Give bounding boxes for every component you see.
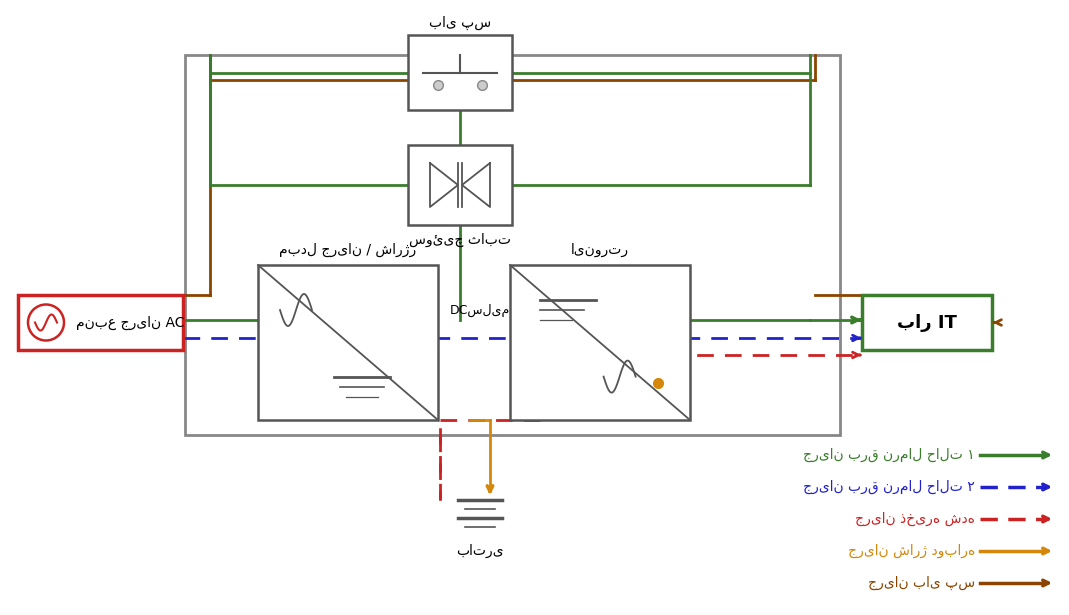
Text: جریان برق نرمال حالت ۱: جریان برق نرمال حالت ۱	[803, 448, 975, 462]
Bar	[258, 265, 438, 420]
Text: جریان ذخیره شده: جریان ذخیره شده	[855, 512, 975, 526]
Bar	[408, 35, 512, 110]
Text: جریان برق نرمال حالت ۲: جریان برق نرمال حالت ۲	[803, 480, 975, 494]
Text: مبدل جریان / شارژر: مبدل جریان / شارژر	[279, 243, 417, 257]
Text: بار IT: بار IT	[897, 314, 957, 331]
Text: باتری: باتری	[456, 544, 503, 558]
Text: سوئیچ ثابت: سوئیچ ثابت	[409, 233, 511, 247]
Bar	[18, 295, 183, 350]
Text: منبع جریان AC: منبع جریان AC	[76, 315, 185, 330]
Bar	[862, 295, 992, 350]
Text: DCسلیم: DCسلیم	[450, 303, 510, 317]
Bar	[185, 55, 840, 435]
Polygon shape	[430, 163, 458, 207]
Text: جریان شارژ دوباره: جریان شارژ دوباره	[848, 544, 975, 558]
Bar	[408, 145, 512, 225]
Text: جریان بای پس: جریان بای پس	[868, 576, 975, 590]
Bar	[510, 265, 690, 420]
Text: بای پس: بای پس	[429, 16, 491, 30]
Polygon shape	[462, 163, 490, 207]
Text: اینورتر: اینورتر	[571, 243, 629, 257]
